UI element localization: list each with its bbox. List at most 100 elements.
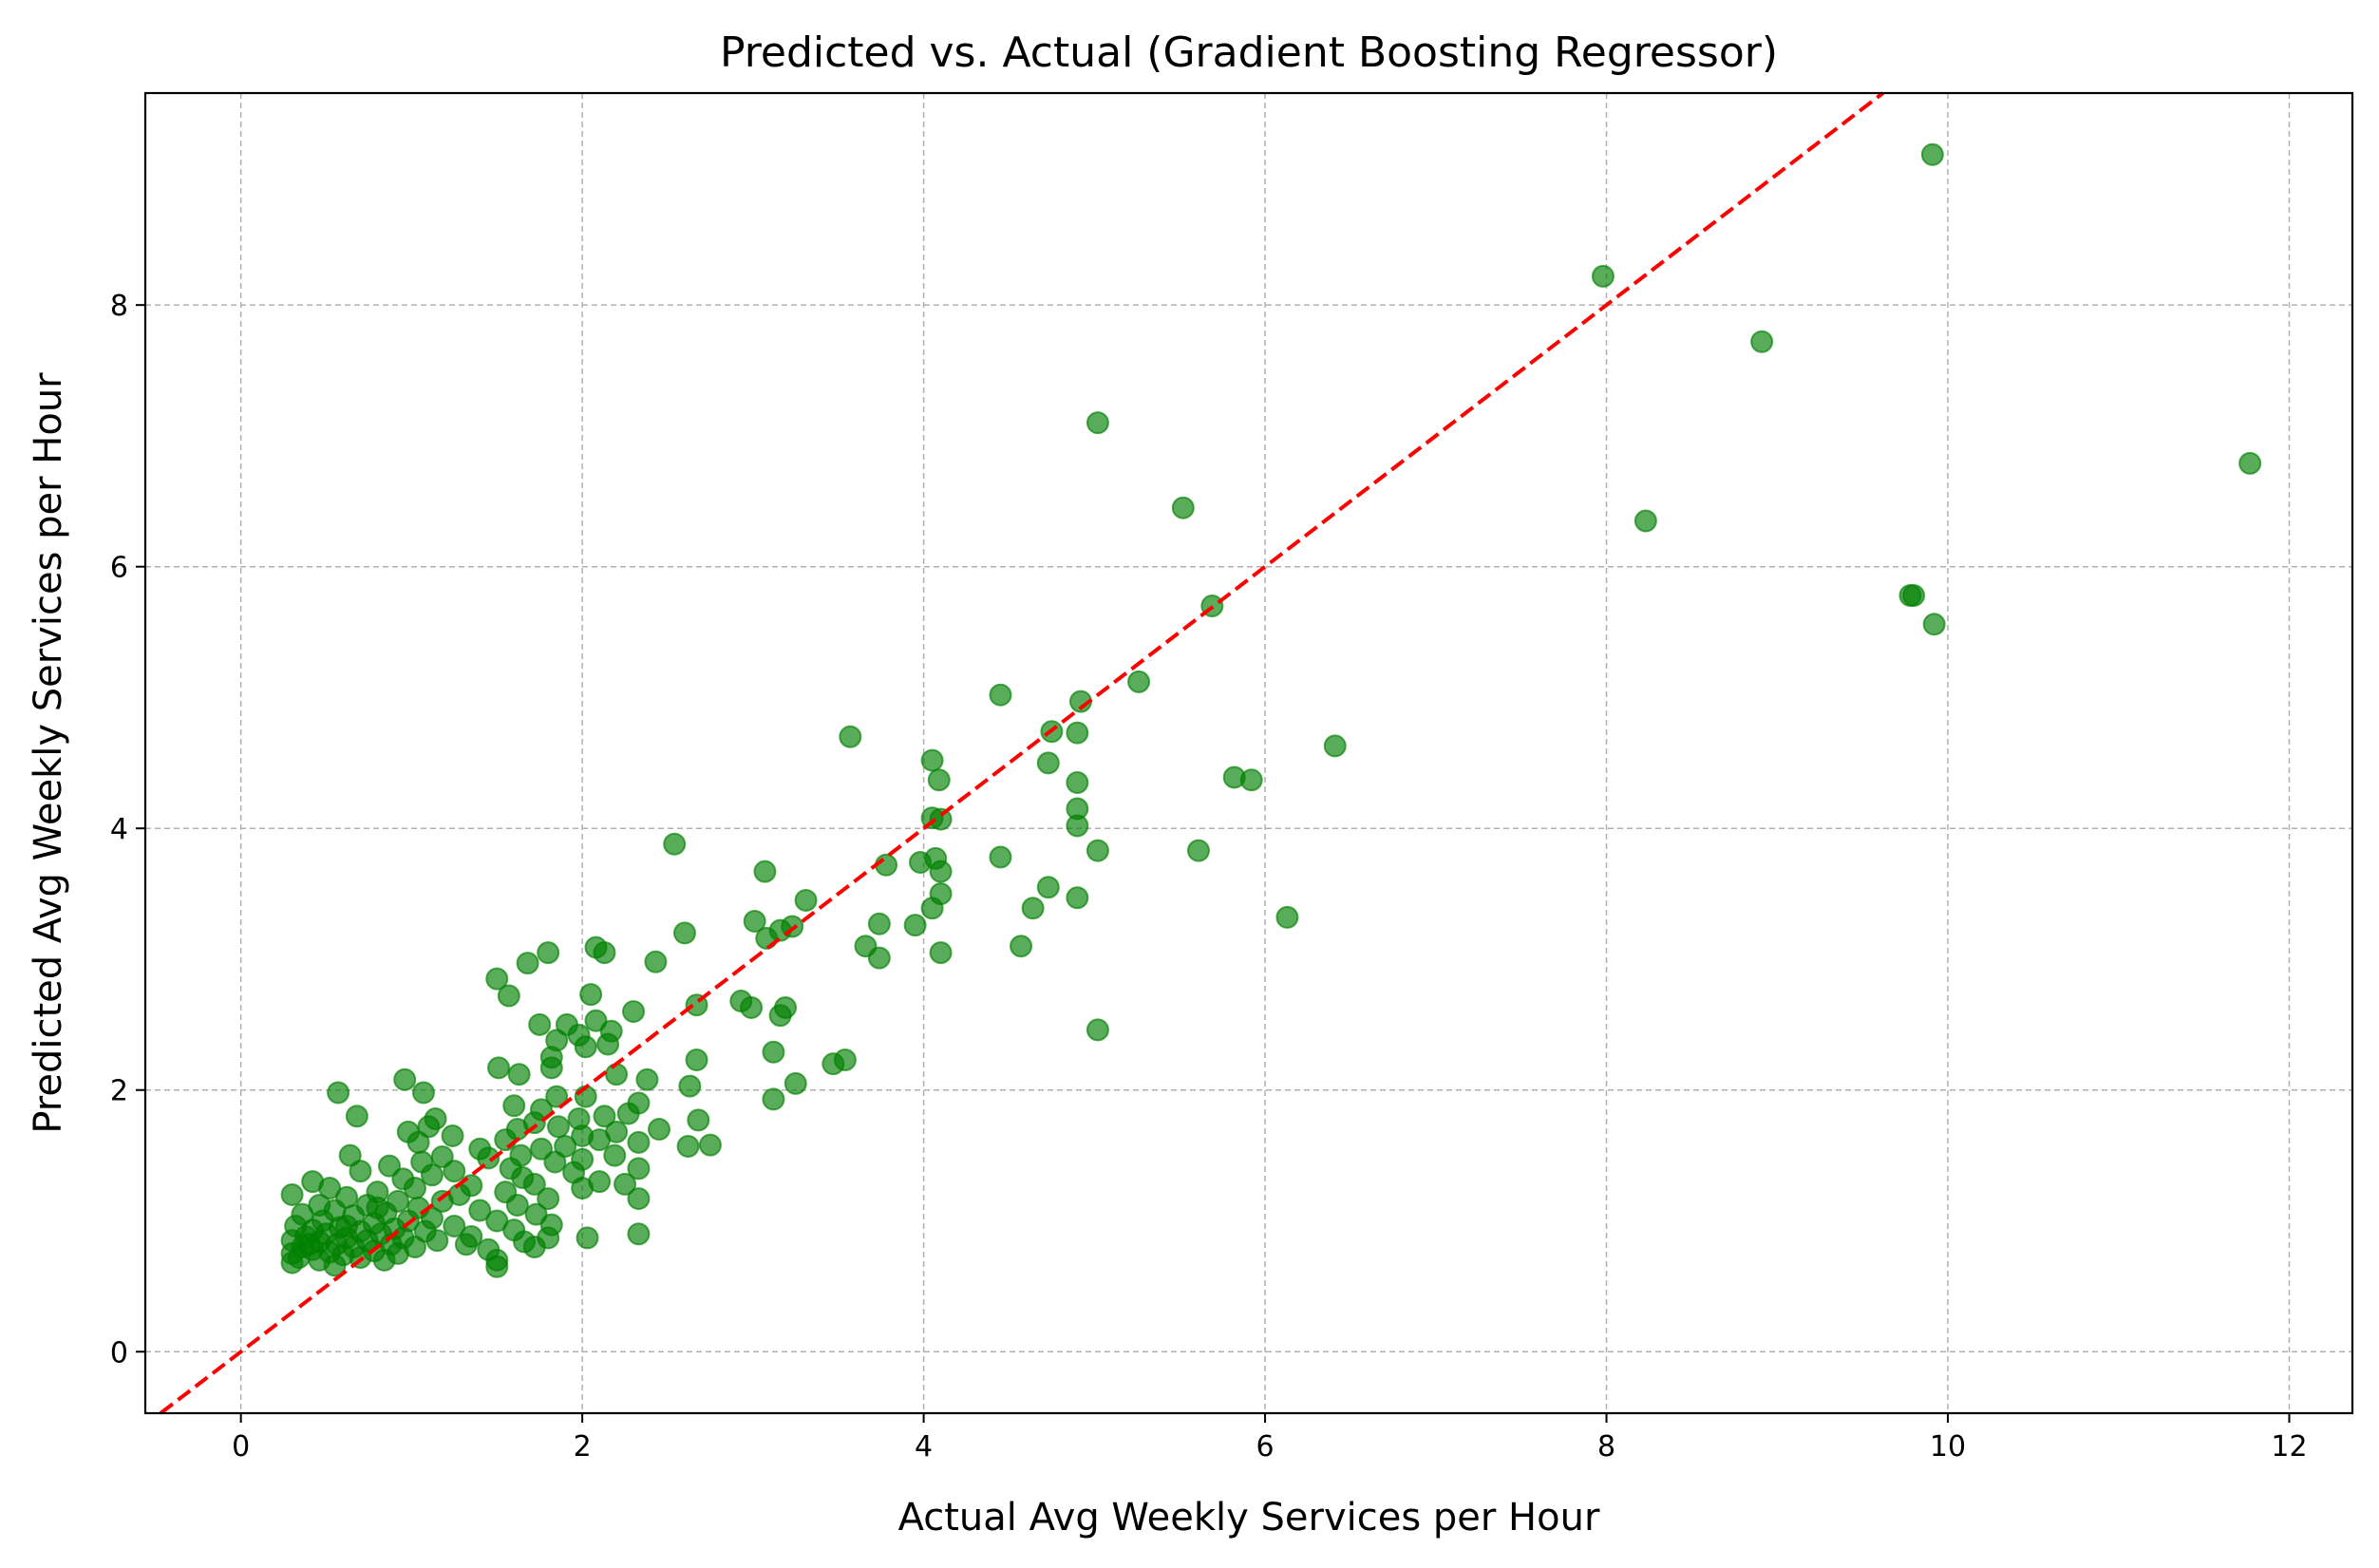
data-point [546, 1115, 570, 1139]
grid-lines [145, 93, 2352, 1413]
data-point [323, 1254, 347, 1277]
data-point [627, 1222, 651, 1246]
data-point [443, 1215, 466, 1238]
data-point [441, 1124, 464, 1147]
data-point [494, 1128, 518, 1152]
data-point [1920, 142, 1944, 166]
data-point [366, 1196, 389, 1219]
data-point [443, 1160, 466, 1183]
data-point [378, 1154, 402, 1178]
data-point [430, 1189, 454, 1213]
data-point [522, 1172, 546, 1196]
x-axis-label: Actual Avg Weekly Services per Hour [898, 1496, 1600, 1540]
data-point [627, 1157, 651, 1181]
data-point [762, 1040, 785, 1064]
data-point [784, 1071, 807, 1095]
data-point [524, 1202, 548, 1226]
data-points [280, 142, 2262, 1278]
data-point [522, 1236, 546, 1259]
y-tick-label: 8 [110, 290, 128, 323]
y-tick-label: 6 [110, 552, 128, 585]
data-point [909, 851, 933, 875]
data-point [574, 1035, 597, 1059]
data-point [1086, 1018, 1109, 1042]
data-point [338, 1143, 362, 1167]
data-point [605, 1063, 629, 1086]
data-point [593, 941, 616, 965]
data-point [539, 1056, 563, 1080]
data-point [635, 1067, 659, 1091]
data-point [929, 807, 953, 831]
data-point [588, 1128, 612, 1152]
data-point [280, 1182, 304, 1206]
data-point [1010, 935, 1033, 958]
data-point [698, 1133, 722, 1157]
data-point [468, 1199, 492, 1222]
data-point [576, 1226, 599, 1250]
data-point [393, 1067, 417, 1091]
data-point [1902, 583, 1926, 607]
data-point [497, 984, 520, 1008]
data-point [663, 832, 687, 856]
data-point [768, 1004, 792, 1028]
data-point [477, 1146, 500, 1170]
data-point [327, 1081, 350, 1105]
y-tick-label: 2 [110, 1075, 128, 1108]
data-point [554, 1134, 577, 1158]
data-point [989, 845, 1012, 869]
data-point [420, 1163, 444, 1187]
data-point [579, 983, 603, 1007]
data-point [920, 748, 944, 772]
data-point [485, 1255, 509, 1278]
data-point [593, 1105, 616, 1128]
data-point [1591, 264, 1614, 288]
data-point [622, 1000, 646, 1024]
data-point [280, 1251, 304, 1275]
data-point [989, 683, 1012, 707]
x-tick-label: 6 [1256, 1430, 1274, 1464]
data-point [1922, 613, 1946, 636]
data-point [1127, 670, 1151, 693]
data-point [1171, 496, 1195, 520]
data-point [672, 921, 696, 945]
data-point [2238, 451, 2262, 475]
data-point [297, 1233, 321, 1256]
data-point [1021, 897, 1045, 920]
data-point [920, 897, 944, 920]
data-point [1186, 839, 1210, 862]
data-point [1239, 768, 1263, 792]
data-point [335, 1215, 359, 1238]
data-point [1036, 751, 1060, 775]
plot-frame [143, 91, 2354, 1415]
data-point [627, 1130, 651, 1154]
data-point [584, 1009, 608, 1032]
data-point [406, 1130, 430, 1154]
x-tick-label: 8 [1597, 1430, 1615, 1464]
data-point [528, 1012, 552, 1036]
data-point [1633, 509, 1657, 533]
x-tick-label: 12 [2271, 1430, 2307, 1464]
y-tick-label: 0 [110, 1336, 128, 1370]
data-point [740, 995, 764, 1019]
data-point [821, 1052, 845, 1076]
data-point [529, 1137, 553, 1161]
data-point [755, 926, 779, 950]
data-point [345, 1105, 368, 1128]
data-point [1275, 905, 1299, 929]
axis-ticks: 0 2 4 6 8 10 12 0 2 4 6 8 [110, 290, 2308, 1464]
data-point [648, 1118, 671, 1142]
data-point [1066, 886, 1089, 910]
data-point [507, 1063, 531, 1086]
data-point [1036, 876, 1060, 899]
data-point [644, 950, 668, 973]
data-point [753, 860, 777, 883]
data-point [349, 1160, 372, 1183]
data-point [425, 1229, 449, 1253]
x-tick-label: 4 [915, 1430, 933, 1464]
data-point [614, 1172, 637, 1196]
data-point [543, 1150, 567, 1174]
chart-title: Predicted vs. Actual (Gradient Boosting … [720, 28, 1778, 77]
data-point [678, 1074, 702, 1098]
data-point [1323, 734, 1347, 758]
data-point [839, 725, 862, 748]
